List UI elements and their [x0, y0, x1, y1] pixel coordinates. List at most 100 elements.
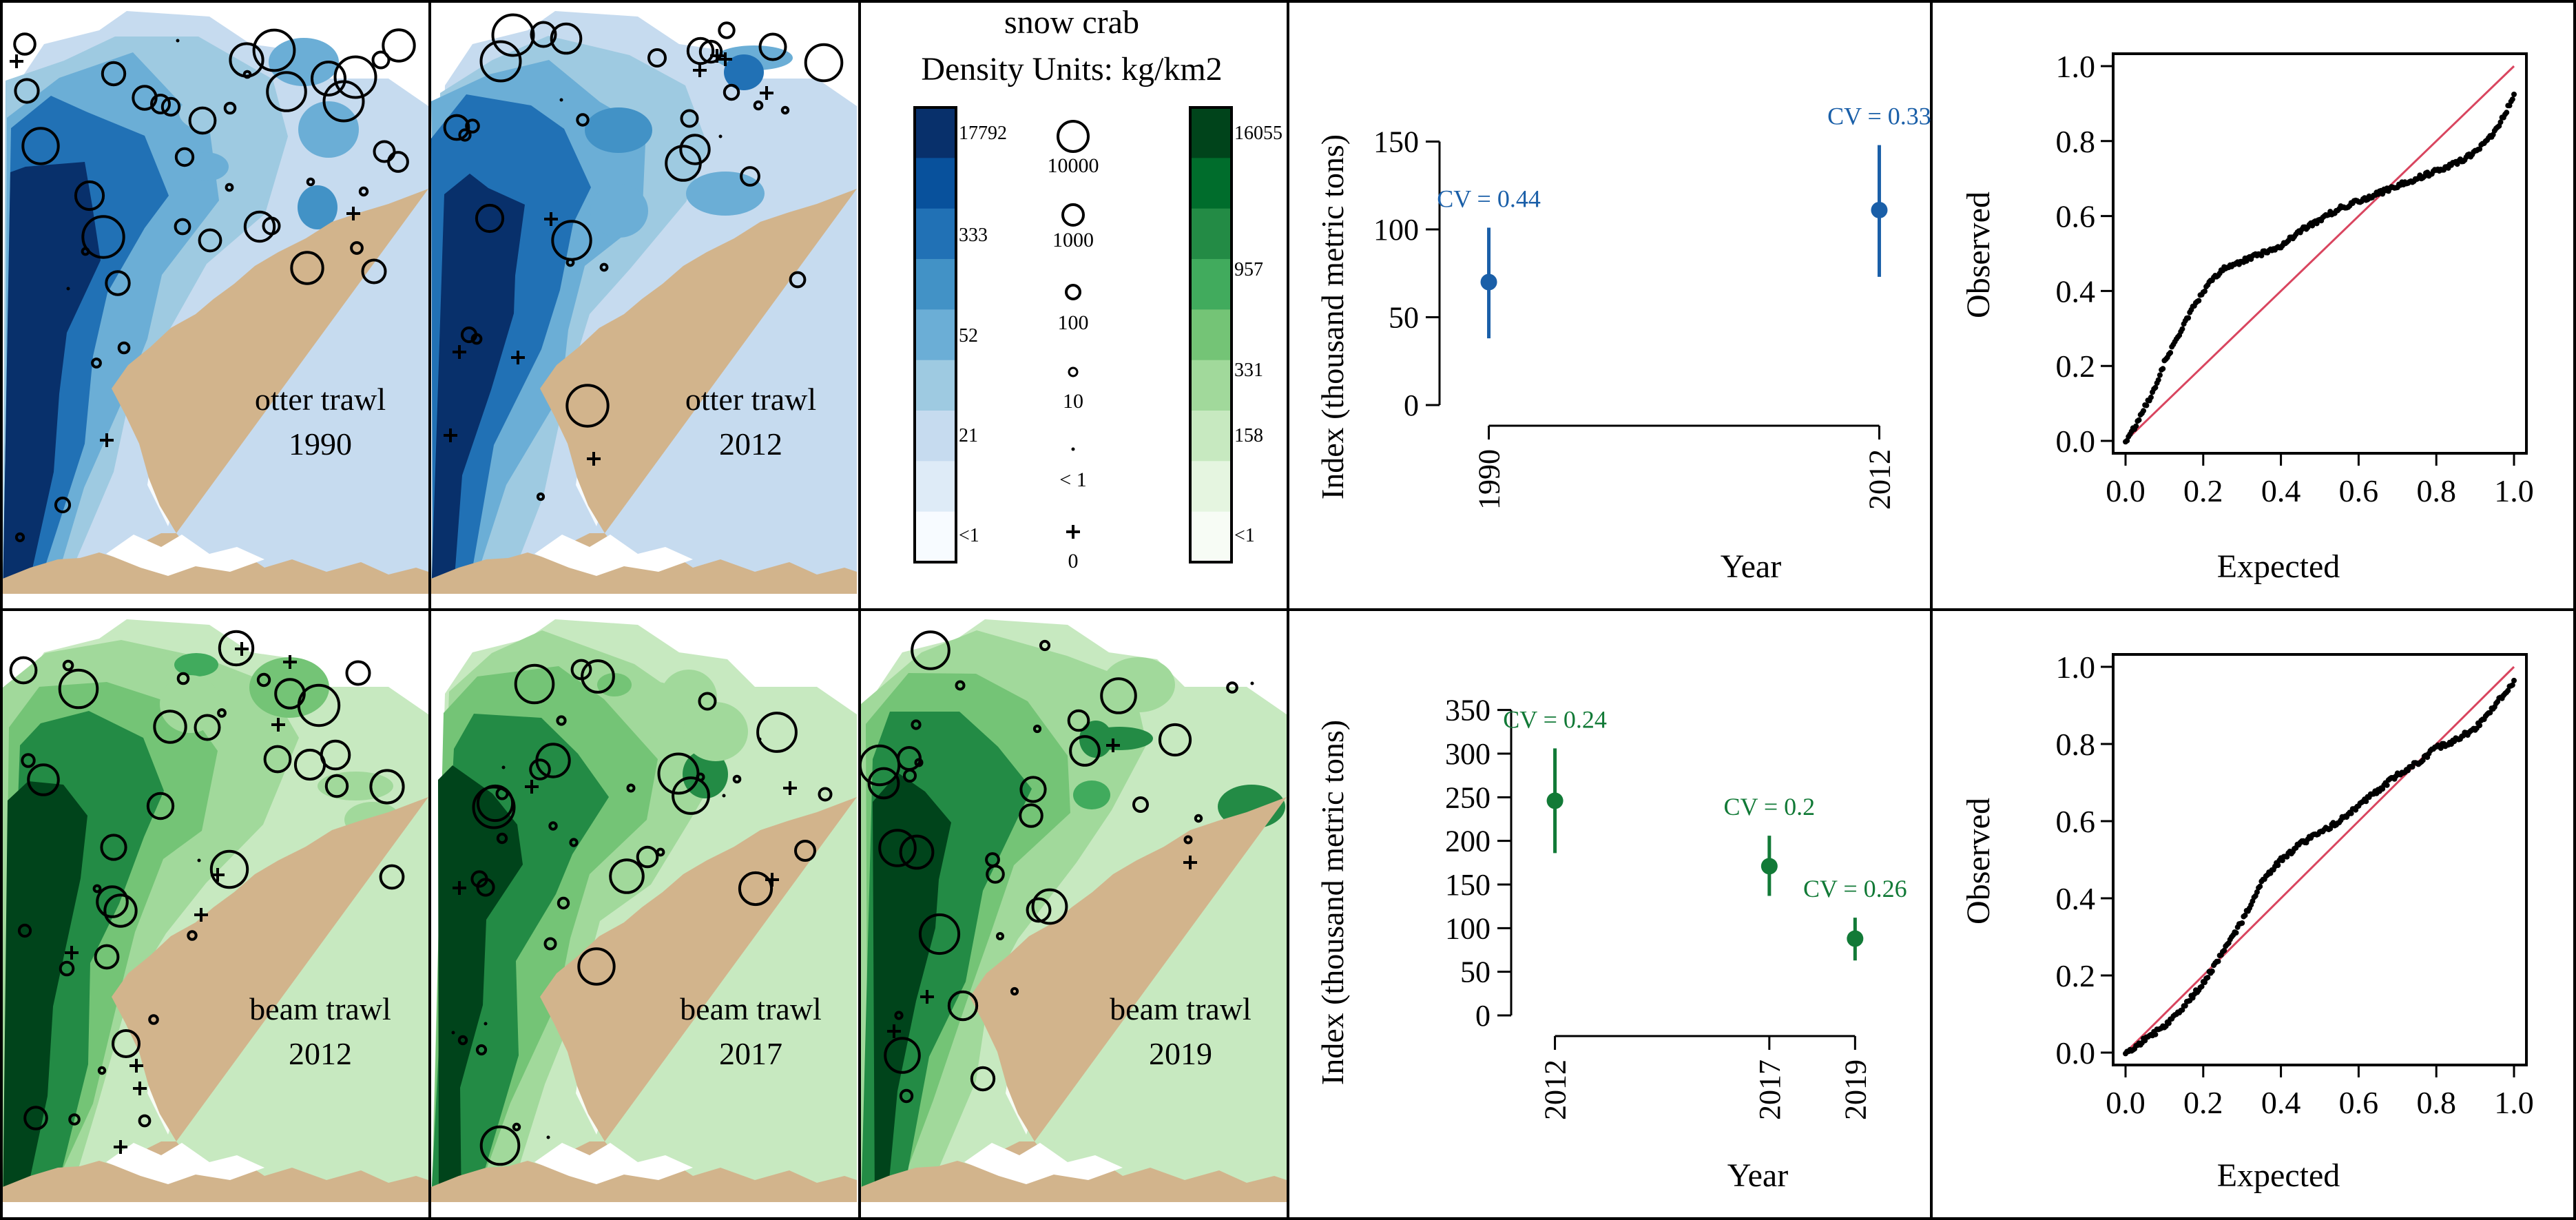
index-point — [1546, 792, 1564, 809]
x-tick-label: 0.0 — [2106, 1085, 2146, 1120]
qq-point — [2505, 687, 2511, 694]
map-body — [431, 619, 857, 1202]
legend-color-swatch — [1190, 158, 1232, 209]
y-tick-label: 300 — [1445, 737, 1490, 771]
station-circle — [62, 659, 74, 672]
legend-title: snow crab — [1004, 4, 1139, 41]
map-density-patch — [1086, 727, 1153, 750]
map-density-patch — [269, 38, 339, 86]
map-land — [3, 189, 428, 594]
station-dot — [176, 39, 180, 43]
y-tick-label: 50 — [1460, 955, 1490, 989]
station-circle — [379, 864, 405, 890]
x-tick-label: 0.6 — [2339, 1085, 2379, 1120]
index-point — [1871, 201, 1888, 218]
legend-circle-label: 10 — [1063, 390, 1083, 413]
station-circle — [138, 1114, 152, 1128]
y-tick-label: 0.4 — [2056, 881, 2096, 916]
qq-xlabel: Expected — [2217, 1157, 2340, 1194]
map-density-patch — [1102, 657, 1175, 712]
station-circle — [14, 78, 40, 104]
qq-point — [2477, 146, 2483, 152]
station-circle — [373, 140, 396, 163]
station-circle — [475, 1044, 488, 1056]
qq-point — [2384, 782, 2390, 788]
map-density-patch — [683, 702, 748, 761]
y-tick-label: 50 — [1389, 301, 1419, 335]
index-xlabel: Year — [1721, 548, 1781, 585]
station-plus — [283, 655, 297, 669]
qq-point — [2133, 423, 2139, 429]
station-circle — [58, 668, 99, 710]
map-label-gear: beam trawl — [249, 991, 391, 1026]
legend-circle-10 — [1068, 366, 1079, 378]
station-circle — [465, 118, 480, 134]
one-to-one-line — [2124, 665, 2515, 1054]
map-coast-inlet — [534, 1143, 693, 1184]
station-circle — [174, 147, 195, 167]
qq-point — [2202, 288, 2208, 294]
qq-point — [2182, 1003, 2188, 1009]
qq-point — [2438, 745, 2444, 751]
qq-point — [2199, 984, 2205, 990]
station-circle — [21, 753, 36, 768]
legend-color-swatch — [1190, 461, 1232, 513]
station-circle — [217, 708, 227, 718]
station-circle — [479, 40, 522, 83]
station-dot — [559, 98, 563, 102]
station-circle — [636, 845, 659, 869]
station-circle — [443, 114, 470, 141]
qq-plot-frame — [2112, 653, 2528, 1066]
y-tick-label: 0.2 — [2056, 958, 2096, 993]
legend-color-swatch — [915, 511, 956, 563]
station-circle — [996, 932, 1004, 940]
qq-point — [2215, 958, 2221, 964]
map-beam-trawl-2012 — [3, 619, 428, 1202]
station-circle — [530, 21, 557, 48]
map-density-patch — [590, 184, 648, 238]
qq-chart-otter: 0.0 0.0 0.2 0.2 0.4 0.4 0.6 0.6 0.8 0.8 1.0 1.0 — [2056, 49, 2534, 508]
map-land — [431, 189, 857, 594]
map-density-band — [3, 781, 87, 1202]
station-circle — [225, 183, 234, 192]
map-density-band — [431, 174, 525, 594]
map-body — [3, 619, 428, 1202]
map-land — [861, 797, 1287, 1202]
station-circle — [672, 776, 710, 815]
legend-green-label: 331 — [1234, 360, 1263, 381]
index-chart-otter: 0 50 100 150 1990 2012 CV = 0.44 CV = 0.33 — [1373, 103, 1931, 510]
station-dot — [451, 1031, 455, 1035]
index-point — [1760, 858, 1778, 875]
qq-point — [2497, 119, 2504, 125]
station-circle — [609, 858, 645, 894]
qq-point — [2477, 723, 2483, 729]
station-circle — [955, 680, 966, 691]
station-circle — [68, 1113, 81, 1126]
station-circle — [153, 710, 187, 744]
station-circle — [74, 180, 105, 211]
station-plus — [544, 212, 558, 226]
y-tick-label: 0.6 — [2056, 199, 2096, 234]
y-tick-label: 0 — [1404, 389, 1419, 422]
map-density-patch — [249, 657, 329, 718]
x-tick-label: 0.0 — [2106, 473, 2146, 508]
station-plus — [129, 1059, 143, 1073]
legend-circle-lt1 — [1071, 447, 1075, 451]
station-circle — [174, 218, 191, 236]
y-tick-label: 0.0 — [2056, 1035, 2096, 1071]
qq-xlabel: Expected — [2217, 548, 2340, 585]
map-label-gear: beam trawl — [680, 991, 822, 1026]
station-circle — [899, 1088, 914, 1104]
station-circle — [324, 774, 349, 798]
station-circle — [1019, 776, 1047, 803]
cv-label: CV = 0.44 — [1437, 185, 1541, 212]
x-tick-label: 2012 — [1539, 1059, 1572, 1120]
map-density-patch — [632, 682, 683, 738]
station-plus — [346, 207, 360, 220]
station-circle — [491, 13, 535, 57]
station-circle — [680, 109, 699, 128]
legend-circle-label: < 1 — [1059, 468, 1086, 491]
y-tick-label: 0.2 — [2056, 349, 2096, 384]
station-circle — [194, 714, 221, 741]
